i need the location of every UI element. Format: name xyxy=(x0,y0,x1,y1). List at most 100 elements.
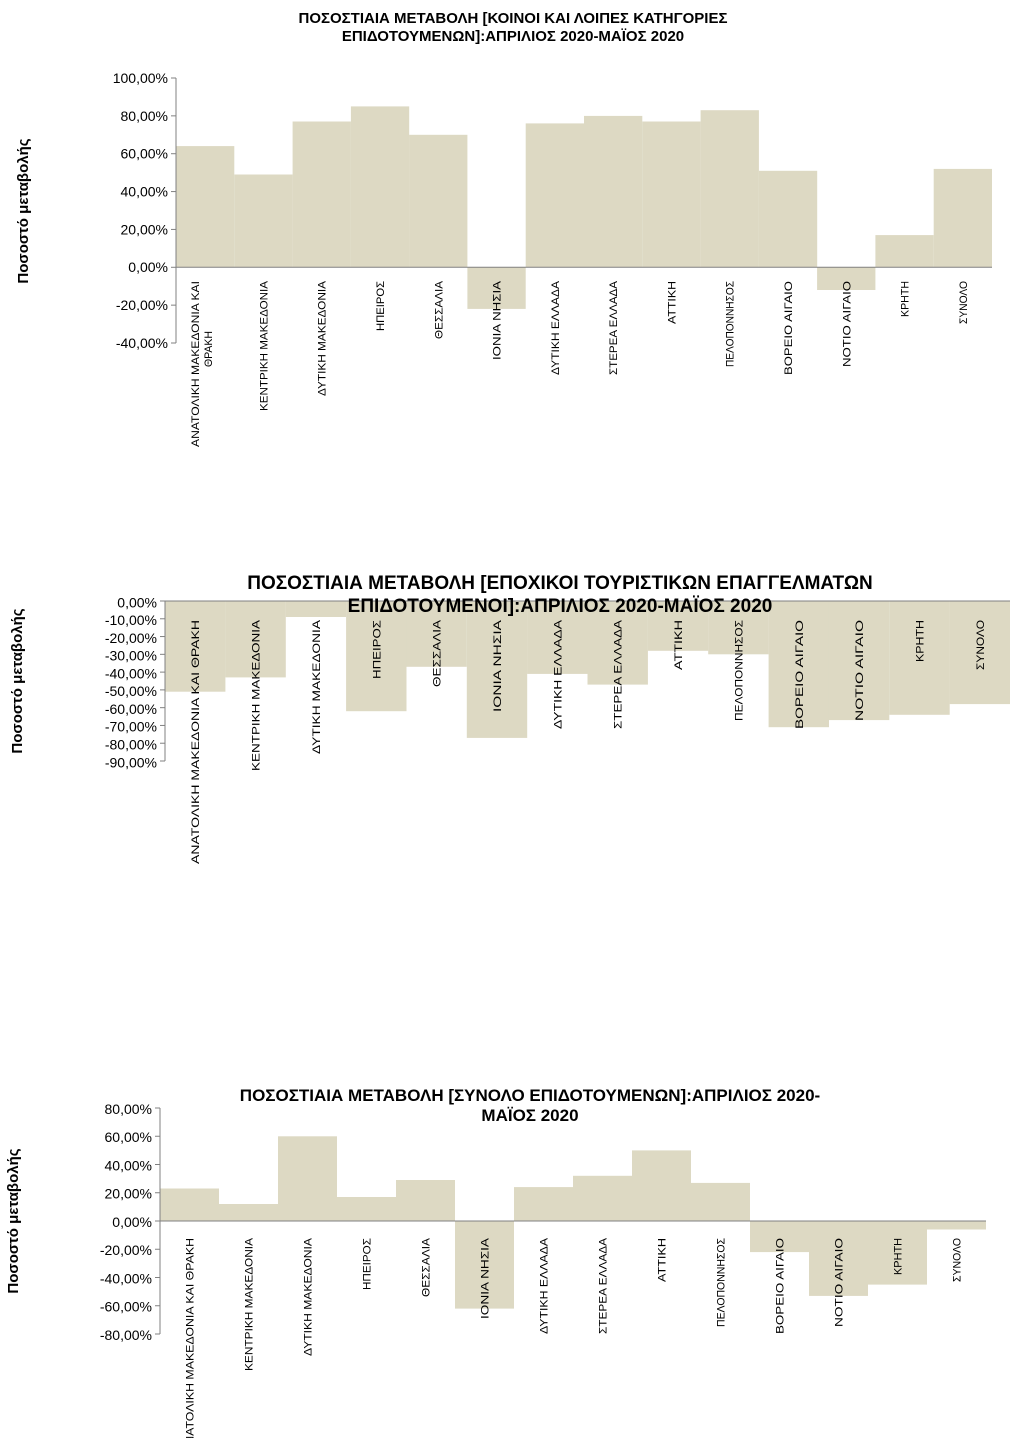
x-category-label: ΒΟΡΕΙΟ ΑΙΓΑΙΟ xyxy=(794,619,806,729)
x-category-label: ΗΠΕΙΡΟΣ xyxy=(375,281,387,331)
y-tick-label: 60,00% xyxy=(121,146,168,162)
x-category-label: ΣΥΝΟΛΟ xyxy=(975,620,987,670)
y-tick-label: 0,00% xyxy=(128,259,168,275)
y-tick-label: -20,00% xyxy=(116,297,168,313)
bar-12 xyxy=(809,1221,868,1296)
y-tick-label: -50,00% xyxy=(105,683,157,699)
bar-13 xyxy=(868,1221,927,1285)
x-category-label: ΣΥΝΟΛΟ xyxy=(958,281,970,324)
bar-1 xyxy=(165,601,226,692)
y-tick-label: 0,00% xyxy=(112,1214,152,1230)
bar-9 xyxy=(632,1150,691,1221)
chart-title: ΠΟΣΟΣΤΙΑΙΑ ΜΕΤΑΒΟΛΗ [ΣΥΝΟΛΟ ΕΠΙΔΟΤΟΥΜΕΝΩ… xyxy=(240,1086,820,1105)
x-category-label: ΣΥΝΟΛΟ xyxy=(952,1238,964,1282)
y-tick-label: -20,00% xyxy=(105,630,157,646)
chart-title: ΜΑΪΟΣ 2020 xyxy=(481,1106,578,1125)
x-category-label: ΑΤΤΙΚΗ xyxy=(657,1238,669,1282)
y-tick-label: 40,00% xyxy=(105,1158,152,1174)
x-category-label: ΘΕΣΣΑΛΙΑ xyxy=(432,619,444,687)
bar-9 xyxy=(647,601,709,651)
y-tick-label: -10,00% xyxy=(105,612,157,628)
y-tick-label: 60,00% xyxy=(105,1129,152,1145)
bar-14 xyxy=(927,1221,986,1230)
bar-14 xyxy=(933,168,992,268)
y-tick-label: -80,00% xyxy=(100,1327,152,1343)
x-category-label: ΒΟΡΕΙΟ ΑΙΓΑΙΟ xyxy=(783,280,795,375)
x-category-label: ΘΡΑΚΗ xyxy=(203,331,215,367)
y-tick-label: -40,00% xyxy=(116,335,168,351)
bar-7 xyxy=(514,1187,573,1221)
y-axis-title: Ποσοστό μεταβολής xyxy=(5,1148,22,1293)
x-category-label: ΝΟΤΙΟ ΑΙΓΑΙΟ xyxy=(854,619,866,721)
chart-title: ΕΠΙΔΟΤΟΥΜΕΝΩΝ]:ΑΠΡΙΛΙΟΣ 2020-ΜΑΪΟΣ 2020 xyxy=(342,28,684,45)
y-tick-label: -40,00% xyxy=(105,665,157,681)
bar-3 xyxy=(278,1136,337,1222)
bar-11 xyxy=(768,601,829,728)
x-category-label: ΑΤΤΙΚΗ xyxy=(666,281,678,324)
x-category-label: ΝΟΤΙΟ ΑΙΓΑΙΟ xyxy=(841,280,853,367)
y-axis-title: Ποσοστό μεταβολής xyxy=(9,608,26,753)
y-tick-label: -20,00% xyxy=(100,1242,152,1258)
bar-13 xyxy=(889,601,950,715)
x-category-label: ΚΕΝΤΡΙΚΗ ΜΑΚΕΔΟΝΙΑ xyxy=(244,1237,256,1371)
x-category-label: ΗΠΕΙΡΟΣ xyxy=(371,620,383,679)
x-category-label: ΙΟΝΙΑ ΝΗΣΙΑ xyxy=(480,1237,492,1319)
y-tick-label: 80,00% xyxy=(105,1101,152,1117)
x-category-label: ΔΥΤΙΚΗ ΕΛΛΑΔΑ xyxy=(552,619,564,729)
x-category-label: ΣΤΕΡΕΑ ΕΛΛΑΔΑ xyxy=(613,619,625,729)
bar-6 xyxy=(466,601,528,738)
chart-2: 0,00% -10,00% -20,00% -30,00%-40,00% -50,00%… xyxy=(9,573,1010,864)
bar-11 xyxy=(750,1221,809,1253)
y-tick-label: -60,00% xyxy=(100,1299,152,1315)
bar-7 xyxy=(527,601,588,674)
x-category-label: ΑΝΑΤΟΛΙΚΗ ΜΑΚΕΔΟΝΙΑ ΚΑΙ ΘΡΑΚΗ xyxy=(190,620,202,864)
y-tick-label: 100,00% xyxy=(113,70,168,86)
x-category-label: ΠΕΛΟΠΟΝΝΗΣΟΣ xyxy=(733,620,745,721)
bar-12 xyxy=(817,267,876,290)
bar-8 xyxy=(584,115,643,268)
bar-8 xyxy=(573,1175,632,1221)
x-category-label: ΑΝΑΤΟΛΙΚΗ ΜΑΚΕΔΟΝΙΑ ΚΑΙ ΘΡΑΚΗ xyxy=(185,1238,197,1438)
bar-3 xyxy=(292,121,351,268)
bar-2 xyxy=(225,601,286,678)
bar-11 xyxy=(758,170,818,268)
x-category-label: ΠΕΛΟΠΟΝΝΗΣΟΣ xyxy=(725,281,737,367)
bar-5 xyxy=(409,134,468,268)
bar-12 xyxy=(828,601,890,721)
bar-14 xyxy=(949,601,1010,705)
y-tick-label: 40,00% xyxy=(121,184,168,200)
x-category-label: ΙΟΝΙΑ ΝΗΣΙΑ xyxy=(492,619,504,712)
bar-6 xyxy=(467,267,526,309)
chart-1: 100,00% 80,00% 60,00% 40,00% 20,00% 0,00% -20,… xyxy=(15,10,992,447)
x-category-label: ΑΤΤΙΚΗ xyxy=(673,620,685,670)
chart-title: ΠΟΣΟΣΤΙΑΙΑ ΜΕΤΑΒΟΛΗ [ΕΠΟΧΙΚΟΙ ΤΟΥΡΙΣΤΙΚΩ… xyxy=(247,573,873,594)
y-tick-label: -60,00% xyxy=(105,701,157,717)
bar-5 xyxy=(406,601,467,667)
y-tick-label: -90,00% xyxy=(105,754,157,770)
bar-10 xyxy=(708,601,769,655)
bar-5 xyxy=(396,1180,455,1221)
x-category-label: ΚΡΗΤΗ xyxy=(893,1238,905,1275)
bar-2 xyxy=(234,174,293,268)
bar-1 xyxy=(176,146,235,268)
x-category-label: ΘΕΣΣΑΛΙΑ xyxy=(421,1237,433,1297)
x-category-label: ΗΠΕΙΡΟΣ xyxy=(362,1238,374,1290)
bar-9 xyxy=(642,121,701,268)
y-tick-label: -80,00% xyxy=(105,737,157,753)
x-category-label: ΝΟΤΙΟ ΑΙΓΑΙΟ xyxy=(834,1237,846,1327)
y-tick-label: -40,00% xyxy=(100,1271,152,1287)
x-category-label: ΘΕΣΣΑΛΙΑ xyxy=(433,280,445,339)
chart-title: ΕΠΙΔΟΤΟΥΜΕΝΟΙ]:ΑΠΡΙΛΙΟΣ 2020-ΜΑΪΟΣ 2020 xyxy=(348,596,773,617)
bar-13 xyxy=(875,235,934,268)
y-tick-label: -30,00% xyxy=(105,648,157,664)
x-category-label: ΔΥΤΙΚΗ ΕΛΛΑΔΑ xyxy=(539,1237,551,1334)
y-tick-label: -70,00% xyxy=(105,719,157,735)
x-category-label: ΚΕΝΤΡΙΚΗ ΜΑΚΕΔΟΝΙΑ xyxy=(258,280,270,411)
bar-4 xyxy=(337,1197,396,1221)
x-category-label: ΚΕΝΤΡΙΚΗ ΜΑΚΕΔΟΝΙΑ xyxy=(251,619,263,771)
x-category-label: ΚΡΗΤΗ xyxy=(915,620,927,662)
y-tick-label: 20,00% xyxy=(105,1186,152,1202)
y-tick-label: 0,00% xyxy=(117,594,157,610)
